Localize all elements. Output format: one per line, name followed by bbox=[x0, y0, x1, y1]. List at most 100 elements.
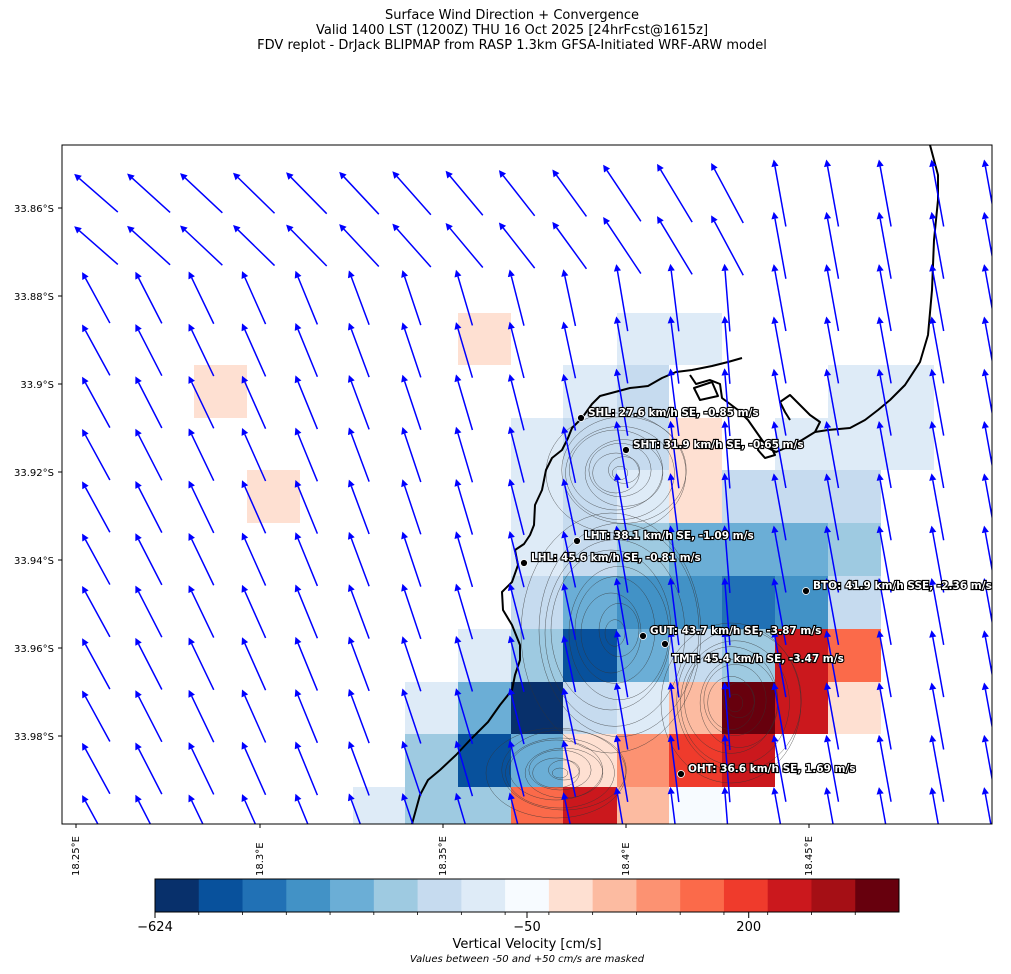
wind-arrow bbox=[771, 211, 787, 279]
wind-arrow bbox=[721, 629, 731, 698]
velocity-cell bbox=[722, 682, 775, 734]
wind-arrow bbox=[721, 420, 731, 489]
wind-arrow bbox=[667, 786, 676, 824]
station-dot bbox=[520, 559, 528, 567]
wind-arrow bbox=[401, 322, 422, 378]
wind-arrow bbox=[241, 584, 267, 639]
wind-arrow bbox=[771, 577, 787, 645]
wind-arrow bbox=[233, 172, 276, 214]
wind-arrow bbox=[929, 682, 945, 750]
wind-arrow bbox=[241, 794, 257, 824]
wind-arrow bbox=[347, 584, 370, 639]
wind-arrow bbox=[188, 428, 215, 481]
colorbar-swatch bbox=[592, 879, 637, 912]
terrain-contour bbox=[569, 429, 663, 511]
wind-arrow bbox=[771, 473, 787, 541]
wind-arrow bbox=[929, 421, 945, 489]
station-marker: OHT: 36.6 km/h SE, 1.69 m/s bbox=[677, 762, 857, 778]
velocity-cell bbox=[722, 576, 775, 629]
wind-arrow bbox=[188, 742, 215, 795]
wind-arrow bbox=[445, 170, 484, 216]
wind-arrow bbox=[401, 531, 422, 587]
wind-arrow bbox=[454, 374, 474, 431]
wind-arrow bbox=[771, 264, 787, 332]
wind-arrow bbox=[613, 682, 629, 750]
wind-arrow bbox=[711, 215, 744, 276]
wind-arrow bbox=[82, 690, 111, 742]
wind-arrow bbox=[929, 159, 945, 227]
station-marker: LHT: 38.1 km/h SE, -1.09 m/s bbox=[573, 529, 755, 545]
wind-arrow bbox=[507, 687, 525, 745]
wind-arrow bbox=[721, 577, 731, 646]
colorbar-swatch bbox=[680, 879, 725, 912]
velocity-cell bbox=[353, 787, 405, 824]
wind-arrow bbox=[294, 323, 319, 378]
wind-arrow bbox=[981, 577, 992, 626]
wind-arrow bbox=[667, 368, 680, 437]
colorbar-swatch bbox=[548, 879, 594, 912]
wind-arrow bbox=[339, 224, 380, 267]
wind-arrow bbox=[454, 531, 474, 588]
wind-arrow bbox=[188, 323, 215, 377]
wind-arrow bbox=[507, 426, 525, 483]
colorbar-note: Values between -50 and +50 cm/s are mask… bbox=[410, 954, 645, 965]
velocity-cell bbox=[458, 787, 511, 824]
velocity-cell bbox=[722, 734, 775, 787]
coastline-segment bbox=[411, 357, 743, 824]
wind-arrow bbox=[721, 368, 731, 437]
coastline-segment bbox=[689, 374, 821, 453]
wind-arrow bbox=[613, 734, 629, 802]
wind-arrow bbox=[771, 159, 787, 227]
wind-arrow bbox=[241, 741, 267, 796]
colorbar-swatch bbox=[855, 879, 900, 912]
wind-arrow bbox=[241, 689, 267, 743]
wind-arrow bbox=[507, 321, 525, 379]
terrain-contour bbox=[723, 681, 755, 719]
wind-arrow bbox=[771, 525, 787, 593]
wind-arrows bbox=[74, 159, 992, 824]
wind-arrow bbox=[929, 316, 945, 384]
wind-arrow bbox=[613, 420, 629, 489]
wind-arrow bbox=[771, 682, 787, 750]
colorbar-swatch bbox=[767, 879, 812, 912]
wind-arrow bbox=[294, 741, 319, 796]
coastline-segment bbox=[757, 439, 776, 459]
terrain-contour bbox=[703, 664, 767, 736]
longitude-tick-label: 18.45°E bbox=[804, 836, 815, 876]
velocity-cell bbox=[828, 523, 881, 576]
wind-arrow bbox=[82, 742, 111, 795]
terrain-contour bbox=[684, 646, 778, 754]
wind-arrow bbox=[876, 734, 892, 802]
station-marker: LHL: 45.6 km/h SE, -0.81 m/s bbox=[520, 551, 702, 567]
wind-arrow bbox=[981, 211, 992, 260]
wind-arrow bbox=[981, 368, 992, 417]
wind-arrow bbox=[552, 221, 588, 270]
wind-arrow bbox=[929, 211, 945, 279]
wind-arrow bbox=[981, 525, 992, 574]
wind-arrow bbox=[454, 426, 474, 483]
wind-arrow bbox=[294, 584, 319, 639]
velocity-cell bbox=[669, 576, 722, 629]
colorbar-swatch bbox=[286, 879, 331, 912]
colorbar-swatch bbox=[417, 879, 462, 912]
wind-arrow bbox=[401, 583, 422, 640]
latitude-tick-label: 33.88°S bbox=[14, 292, 54, 303]
station-label: GUT: 43.7 km/h SE, -3.87 m/s bbox=[650, 625, 821, 637]
wind-arrow bbox=[824, 682, 840, 750]
wind-arrow bbox=[613, 525, 629, 593]
wind-arrow bbox=[561, 687, 577, 745]
station-dot bbox=[622, 446, 630, 454]
wind-arrow bbox=[82, 324, 111, 376]
terrain-contour bbox=[551, 767, 569, 779]
velocity-cell bbox=[511, 787, 563, 824]
wind-arrow bbox=[876, 577, 892, 645]
wind-arrow bbox=[667, 577, 680, 646]
wind-arrow bbox=[561, 530, 577, 588]
wind-arrow bbox=[929, 525, 945, 593]
wind-arrow bbox=[561, 739, 577, 797]
wind-arrow bbox=[667, 629, 680, 698]
wind-arrow bbox=[507, 583, 525, 640]
velocity-cell bbox=[194, 365, 247, 418]
wind-arrow bbox=[561, 635, 577, 693]
station-marker: SHT: 31.9 km/h SE, -0.65 m/s bbox=[622, 438, 805, 454]
